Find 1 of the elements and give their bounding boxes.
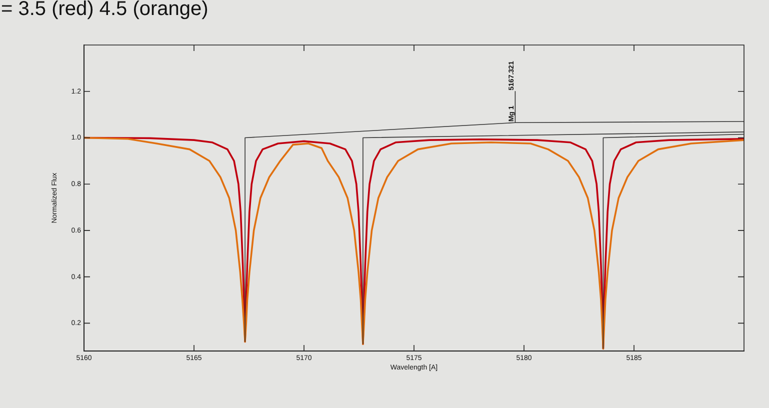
chart-title: = 3.5 (red) 4.5 (orange) xyxy=(1,0,208,21)
